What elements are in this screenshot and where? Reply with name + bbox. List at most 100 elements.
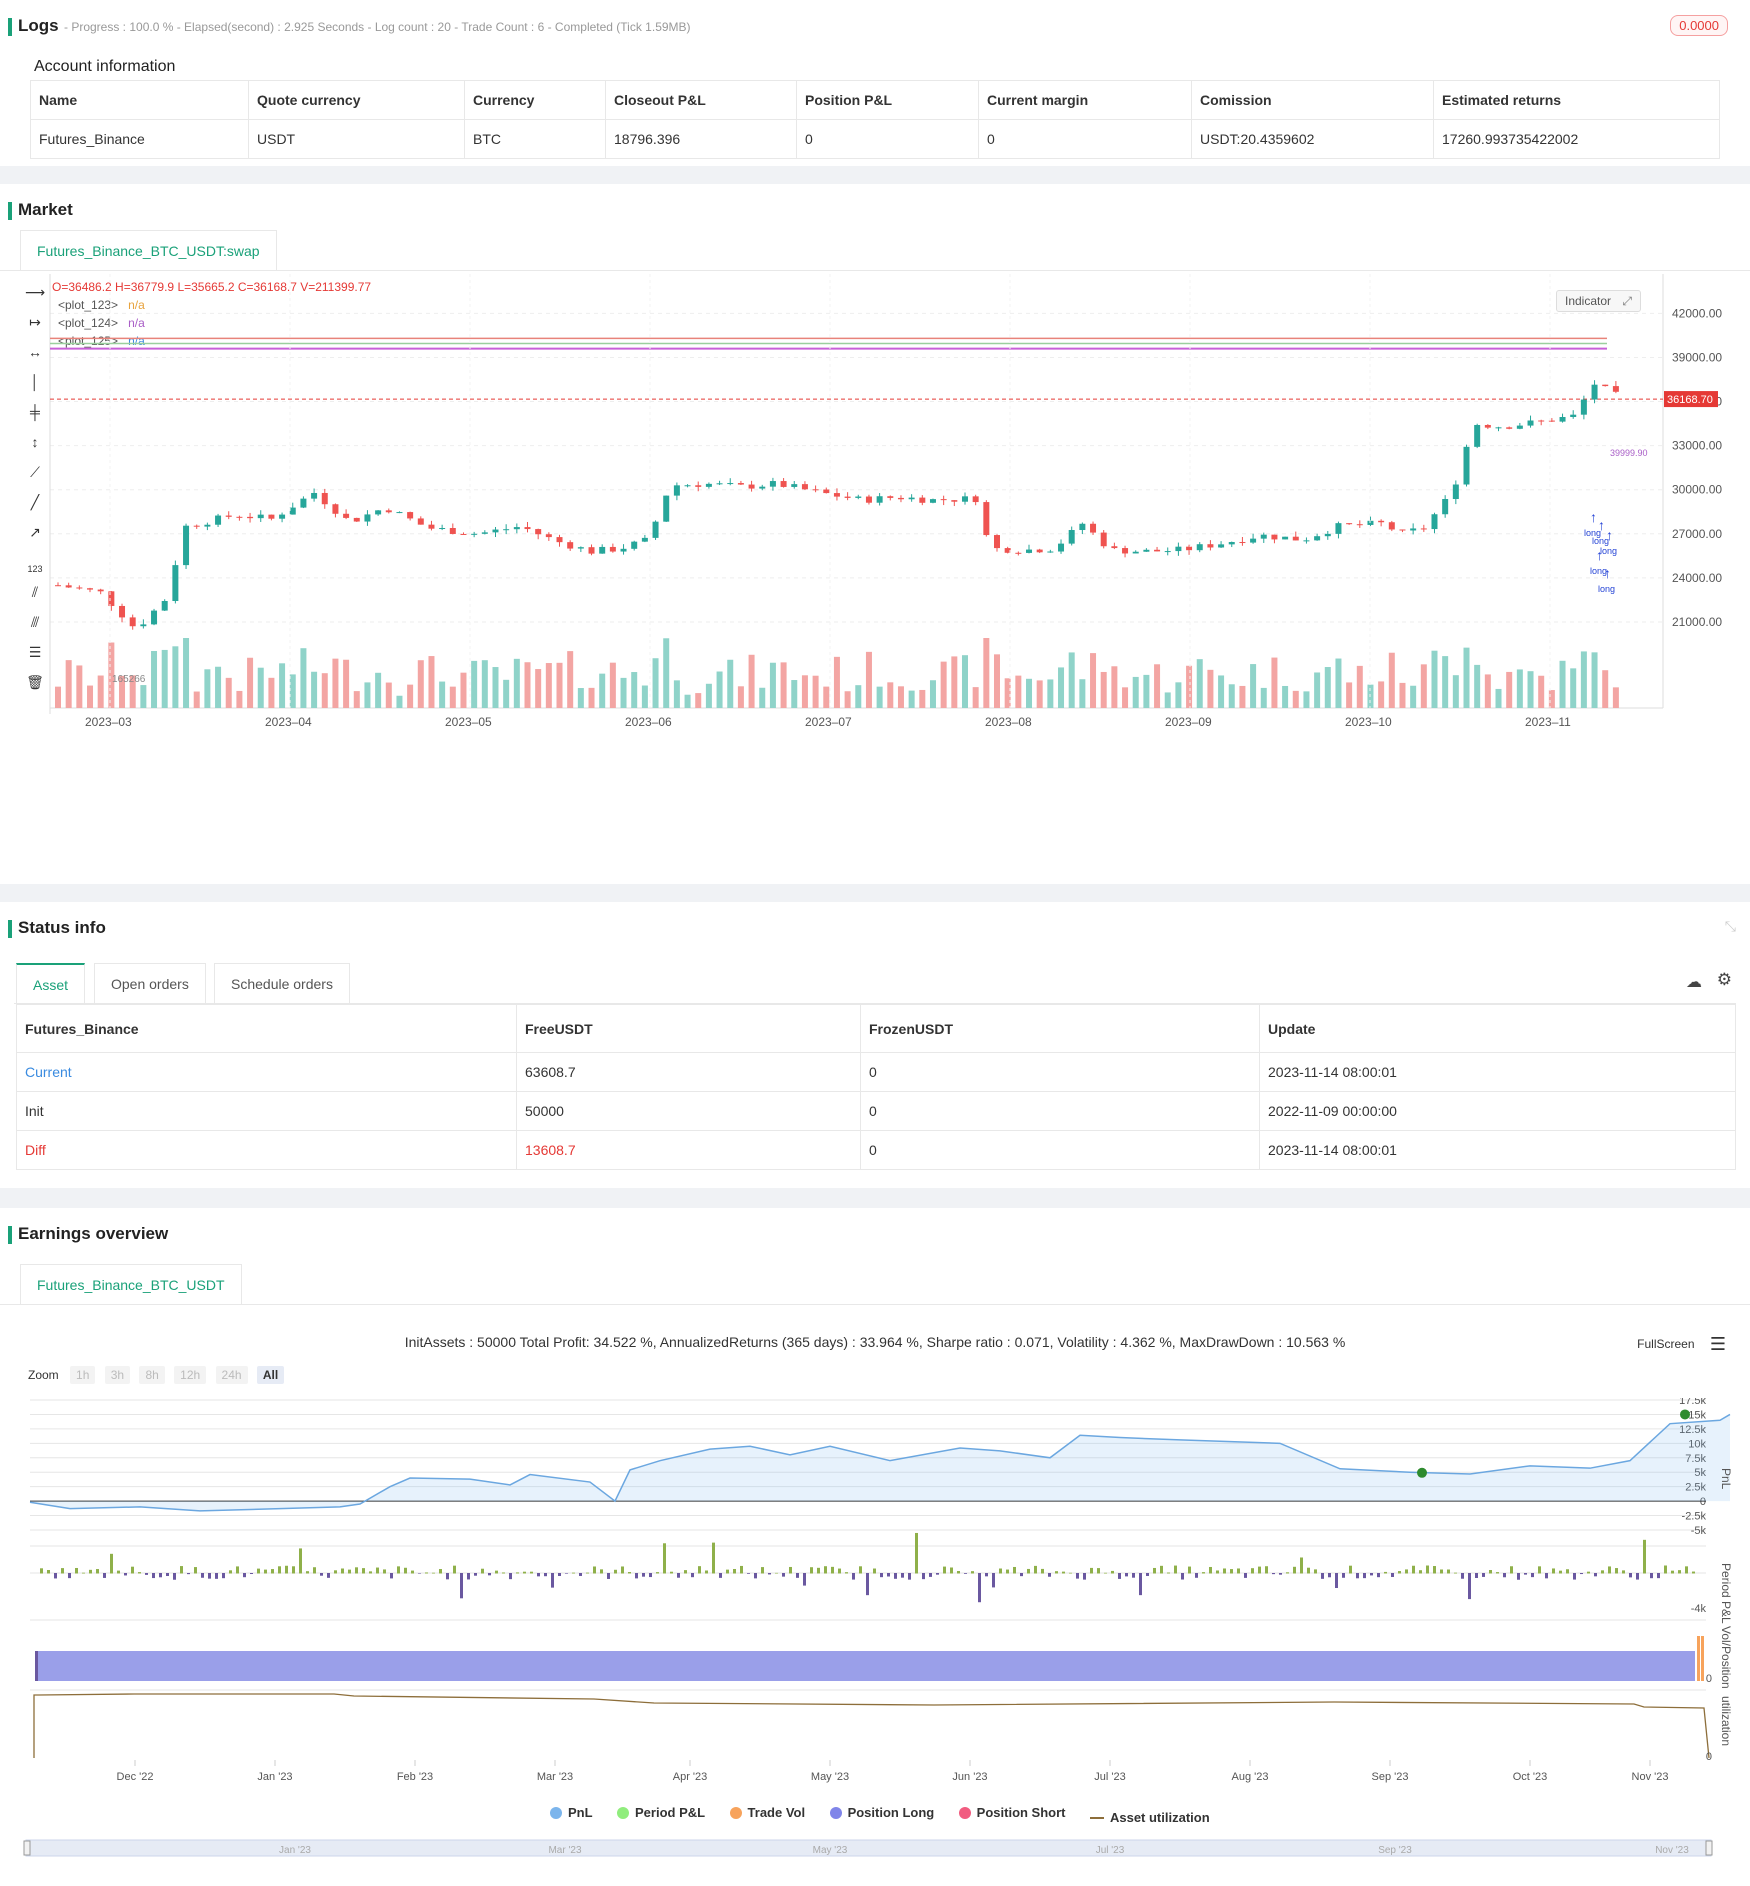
pnl-tick-label: 2.5k [1685, 1482, 1706, 1494]
candle-body [1207, 544, 1214, 548]
candle-body [1132, 551, 1139, 554]
row-label-current: Current [16, 1052, 517, 1092]
ray-tool-icon[interactable]: ╱ [30, 494, 40, 510]
zoom-12h-button[interactable]: 12h [174, 1366, 207, 1384]
indicator-button[interactable]: Indicator ⤢ [1556, 290, 1641, 312]
legend-period-pnl[interactable]: Period P&L [617, 1805, 705, 1820]
horizontal-ray-tool-icon[interactable]: ↦ [29, 314, 41, 330]
volume-bar [1175, 682, 1182, 708]
period-bar [285, 1565, 288, 1574]
navigator[interactable]: Jan '23 Mar '23 May '23 Jul '23 Sep '23 Nov '… [0, 1838, 1750, 1868]
period-bar [817, 1567, 820, 1574]
axis-title: Period P&L [1719, 1563, 1733, 1624]
candle-body [727, 483, 734, 485]
period-bar [159, 1573, 162, 1578]
volume-bar [1154, 664, 1161, 708]
vertical-line-tool-icon[interactable]: │ [30, 374, 40, 390]
col-estimated-returns: Estimated returns [1433, 80, 1720, 120]
arrow-tool-icon[interactable]: ↗ [29, 524, 41, 540]
legend-position-short[interactable]: Position Short [958, 1805, 1066, 1820]
cell: 0 [860, 1091, 1260, 1131]
logs-status: - Progress : 100.0 % - Elapsed(second) :… [64, 20, 691, 34]
tab-schedule-orders[interactable]: Schedule orders [214, 963, 350, 1003]
period-bar [1118, 1573, 1121, 1579]
pitchfork-tool-icon[interactable]: ⫻ [30, 614, 40, 630]
volume-bar [620, 677, 627, 708]
zoom-all-button[interactable]: All [256, 1366, 285, 1384]
legend-position-long[interactable]: Position Long [829, 1805, 934, 1820]
period-bar [383, 1569, 386, 1574]
candle-body [407, 512, 414, 519]
util-tick-label: 0 [1706, 1751, 1712, 1763]
zoom-24h-button[interactable]: 24h [215, 1366, 248, 1384]
date-tick-label: Nov '23 [1632, 1771, 1669, 1783]
settings-gear-icon[interactable]: ⚙ [1716, 970, 1732, 989]
expand-icon[interactable]: ⤢ [1622, 294, 1632, 308]
legend-pnl[interactable]: PnL [550, 1805, 593, 1820]
fib-tool-icon[interactable]: ☰ [28, 644, 42, 660]
navigator-label: Jul '23 [1096, 1845, 1125, 1856]
parallel-channel-tool-icon[interactable]: ⫽ [31, 584, 39, 600]
candle-body [257, 514, 264, 519]
download-icon[interactable]: ☁ [1686, 974, 1702, 991]
candle-body [119, 605, 126, 618]
candle-body [481, 532, 488, 534]
candle-body [332, 504, 339, 514]
period-bar [411, 1570, 414, 1574]
volume-bar [994, 654, 1000, 708]
period-bar [397, 1566, 400, 1574]
volume-bar [353, 691, 360, 708]
candle-body [1431, 514, 1438, 530]
zoom-1h-button[interactable]: 1h [70, 1366, 96, 1384]
trash-icon[interactable]: 🗑 [26, 674, 44, 690]
candle-body [1164, 551, 1171, 553]
fullscreen-button[interactable]: FullScreen ☰ [1637, 1334, 1726, 1355]
time-tick-label: 2023–08 [985, 715, 1032, 729]
table-row: Init 50000 0 2022-11-09 00:00:00 [16, 1091, 1736, 1131]
vertical-ray-tool-icon[interactable]: ↕ [31, 434, 39, 450]
trend-line-tool-icon[interactable]: ⟋ [30, 464, 40, 480]
tab-earnings-symbol[interactable]: Futures_Binance_BTC_USDT [20, 1264, 242, 1304]
vertical-segment-tool-icon[interactable]: ╪ [30, 404, 40, 420]
menu-icon[interactable]: ☰ [1709, 1334, 1726, 1354]
volume-bar [588, 687, 595, 708]
horizontal-line-tool-icon[interactable]: ⟶ [24, 284, 46, 300]
legend-trade-vol[interactable]: Trade Vol [729, 1805, 805, 1820]
period-bar [488, 1573, 491, 1576]
period-bar [376, 1567, 379, 1574]
candle-body [1111, 546, 1118, 549]
trade-marker-label: long [1590, 566, 1607, 576]
candle-body [1356, 524, 1363, 526]
period-bar [740, 1565, 743, 1574]
volume-bar [1516, 669, 1523, 708]
volume-bar [151, 650, 158, 708]
col-currency: Currency [464, 80, 606, 120]
candle-body [545, 534, 552, 538]
collapse-icon[interactable]: ⤡ [1724, 918, 1736, 934]
candle-body [1068, 530, 1075, 544]
candle-body [1538, 420, 1545, 422]
tab-market-symbol[interactable]: Futures_Binance_BTC_USDT:swap [20, 230, 277, 270]
volume-bar [1602, 670, 1609, 708]
period-bar [1104, 1572, 1107, 1574]
candle-body [823, 489, 830, 494]
extended-line-tool-icon[interactable]: ↔ [28, 344, 42, 360]
price-label-tool-icon[interactable]: 123 [27, 564, 43, 574]
legend-asset-utilization[interactable]: Asset utilization [1089, 1810, 1210, 1825]
period-bar [1405, 1569, 1408, 1574]
pnl-tick-label: 0 [1700, 1496, 1706, 1508]
candle-body [865, 496, 872, 503]
time-tick-label: 2023–03 [85, 715, 132, 729]
volume-bar [983, 638, 990, 708]
tab-open-orders[interactable]: Open orders [94, 963, 206, 1003]
ohlc-readout: O=36486.2 H=36779.9 L=35665.2 C=36168.7 … [52, 280, 372, 294]
zoom-3h-button[interactable]: 3h [104, 1366, 131, 1384]
candle-body [1186, 546, 1193, 551]
tab-asset[interactable]: Asset [16, 963, 86, 1003]
long-arrow-icon: ↑ [1606, 527, 1613, 543]
zoom-8h-button[interactable]: 8h [139, 1366, 165, 1384]
period-bar [908, 1573, 911, 1580]
plot-legend: <plot_123> n/a <plot_124> n/a <plot_125>… [58, 296, 145, 350]
period-bar [1034, 1565, 1037, 1574]
volume-bar [1068, 652, 1075, 708]
